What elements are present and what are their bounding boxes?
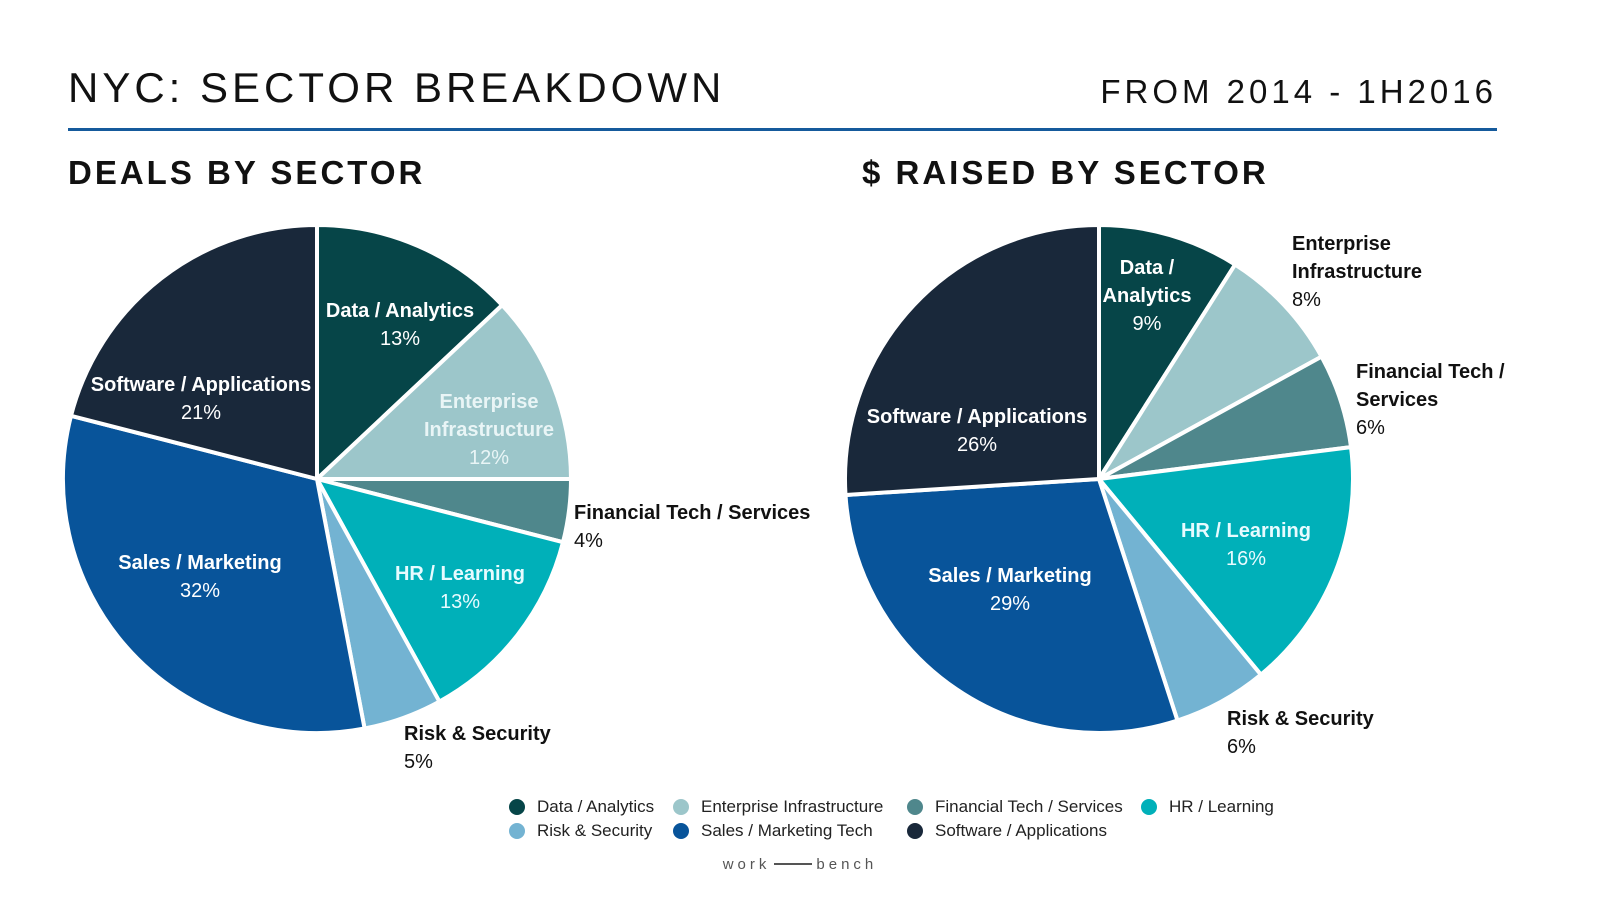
pie-data-analytics-value-label: 13% xyxy=(380,328,420,350)
legend-swatch-risk-and-security xyxy=(509,823,525,839)
legend-swatch-software-applications xyxy=(907,823,923,839)
legend-item-software-applications: Software / Applications xyxy=(907,821,1137,841)
pie-enterprise-infrastructure-label: Infrastructure xyxy=(1292,261,1422,283)
pie-sales-marketing-label: Sales / Marketing xyxy=(118,552,281,574)
date-range: FROM 2014 - 1H2016 xyxy=(1100,73,1497,110)
slice-enterprise-infrastructure xyxy=(1097,262,1324,481)
legend-swatch-sales-marketing-tech xyxy=(673,823,689,839)
pie-risk-and-security-value-label: 6% xyxy=(1227,736,1256,758)
pie-financial-tech-services-label: Services xyxy=(1356,389,1438,411)
pie-hr-learning-value-label: 16% xyxy=(1226,548,1266,570)
legend-swatch-hr-learning xyxy=(1141,799,1157,815)
slice-software-applications xyxy=(68,223,319,481)
slice-hr-learning xyxy=(315,477,566,704)
header: NYC: SECTOR BREAKDOWN FROM 2014 - 1H2016 xyxy=(68,64,1497,131)
brand-work-text: work xyxy=(722,856,771,873)
legend-item-data-analytics: Data / Analytics xyxy=(509,797,669,817)
pie-software-applications-value-label: 26% xyxy=(957,434,997,456)
pie-risk-and-security-label: Risk & Security xyxy=(404,723,552,745)
pie-enterprise-infrastructure-value-label: 8% xyxy=(1292,289,1321,311)
slice-data-analytics xyxy=(1097,223,1238,481)
legend-item-hr-learning: HR / Learning xyxy=(1141,797,1291,817)
legend-item-risk-and-security: Risk & Security xyxy=(509,821,669,841)
legend-item-enterprise-infrastructure: Enterprise Infrastructure xyxy=(673,797,903,817)
pie-data-analytics-label: Data / Analytics xyxy=(326,300,474,322)
legend-item-sales-marketing-tech: Sales / Marketing Tech xyxy=(673,821,903,841)
pie-sales-marketing-value-label: 32% xyxy=(180,580,220,602)
pie-financial-tech-services-label: Financial Tech / xyxy=(1356,361,1505,383)
legend-item-financial-tech-services: Financial Tech / Services xyxy=(907,797,1137,817)
legend-swatch-enterprise-infrastructure xyxy=(673,799,689,815)
slice-data-analytics xyxy=(315,223,505,481)
legend-swatch-financial-tech-services xyxy=(907,799,923,815)
legend-label-enterprise-infrastructure: Enterprise Infrastructure xyxy=(701,797,884,816)
pie-data-analytics-label: Analytics xyxy=(1103,285,1192,307)
pie-enterprise-infrastructure-label: Enterprise xyxy=(440,391,539,413)
raised-by-sector-title: $ RAISED BY SECTOR xyxy=(862,154,1269,191)
pie-software-applications-value-label: 21% xyxy=(181,402,221,424)
slice-hr-learning xyxy=(1097,445,1355,677)
page-title: NYC: SECTOR BREAKDOWN xyxy=(68,64,726,111)
deals-by-sector-title: DEALS BY SECTOR xyxy=(68,154,426,191)
legend-label-financial-tech-services: Financial Tech / Services xyxy=(935,797,1123,816)
pie-risk-and-security-label: Risk & Security xyxy=(1227,708,1375,730)
pie-financial-tech-services-value-label: 4% xyxy=(574,530,603,552)
raised-pie-chart: Data / Analytics 9% Enterprise Infrastructur… xyxy=(843,223,1505,758)
slice-software-applications xyxy=(843,223,1101,497)
slice-enterprise-infrastructure xyxy=(315,303,573,481)
legend-label-software-applications: Software / Applications xyxy=(935,821,1107,840)
pie-software-applications-label: Software / Applications xyxy=(867,406,1087,428)
pie-financial-tech-services-label: Financial Tech / Services xyxy=(574,502,810,524)
legend-label-sales-marketing-tech: Sales / Marketing Tech xyxy=(701,821,873,840)
pie-sales-marketing-label: Sales / Marketing xyxy=(928,565,1091,587)
deals-pie-chart: Data / Analytics 13% Enterprise Infrastruct… xyxy=(61,223,810,773)
legend-label-hr-learning: HR / Learning xyxy=(1169,797,1274,816)
pie-sales-marketing-value-label: 29% xyxy=(990,593,1030,615)
sector-legend: Data / Analytics Enterprise Infrastructur… xyxy=(509,797,1289,841)
pie-enterprise-infrastructure-label: Infrastructure xyxy=(424,419,554,441)
pie-financial-tech-services-value-label: 6% xyxy=(1356,417,1385,439)
legend-swatch-data-analytics xyxy=(509,799,525,815)
pie-enterprise-infrastructure-label: Enterprise xyxy=(1292,233,1391,255)
legend-label-data-analytics: Data / Analytics xyxy=(537,797,655,816)
pie-hr-learning-value-label: 13% xyxy=(440,591,480,613)
pie-software-applications-label: Software / Applications xyxy=(91,374,311,396)
brand-divider xyxy=(774,862,813,865)
brand-bench-text: bench xyxy=(816,856,878,873)
pie-hr-learning-label: HR / Learning xyxy=(1181,520,1311,542)
pie-risk-and-security-value-label: 5% xyxy=(404,751,433,773)
legend-label-risk-and-security: Risk & Security xyxy=(537,821,653,840)
slice-sales-marketing xyxy=(843,477,1180,736)
slice-sales-marketing xyxy=(61,413,367,735)
workbench-logo: work bench xyxy=(0,856,1600,873)
pie-data-analytics-value-label: 9% xyxy=(1133,313,1162,335)
pie-enterprise-infrastructure-value-label: 12% xyxy=(469,447,509,469)
pie-data-analytics-label: Data / xyxy=(1120,257,1175,279)
pie-hr-learning-label: HR / Learning xyxy=(395,563,525,585)
